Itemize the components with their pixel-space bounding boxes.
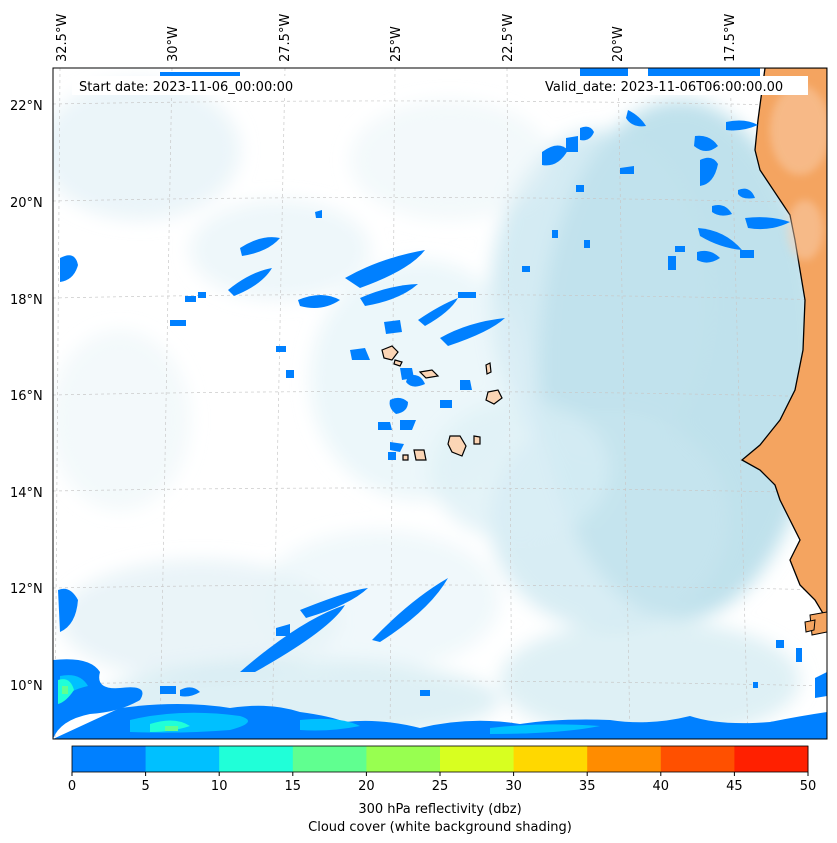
colorbar-tick-label: 30	[505, 779, 522, 794]
colorbar: 0 5 10 15 20 25 30 35 40 45 50 300 hPa reflectivit…	[68, 745, 816, 835]
start-date-box	[72, 76, 310, 95]
lon-label-30w: 30°W	[166, 26, 181, 62]
map-frame	[52, 67, 828, 740]
colorbar-segments	[72, 746, 809, 772]
colorbar-segment	[366, 746, 441, 772]
colorbar-tick-label: 5	[141, 779, 149, 794]
lon-label-32-5w: 32.5°W	[55, 14, 70, 62]
colorbar-tick-label: 20	[358, 779, 375, 794]
colorbar-segment	[219, 746, 294, 772]
longitude-labels: 32.5°W 30°W 27.5°W 25°W 22.5°W 20°W 17.5…	[55, 14, 738, 62]
colorbar-segment	[440, 746, 515, 772]
lat-label-14n: 14°N	[10, 486, 43, 501]
valid-date-box	[540, 76, 808, 95]
lat-label-22n: 22°N	[10, 99, 43, 114]
lat-label-20n: 20°N	[10, 196, 43, 211]
colorbar-tick-label: 35	[579, 779, 596, 794]
lon-label-20w: 20°W	[611, 26, 626, 62]
colorbar-segment	[587, 746, 662, 772]
colorbar-segment	[72, 746, 147, 772]
lat-label-16n: 16°N	[10, 389, 43, 404]
lon-label-17-5w: 17.5°W	[723, 14, 738, 62]
colorbar-sublabel: Cloud cover (white background shading)	[308, 820, 572, 835]
colorbar-ticks: 0 5 10 15 20 25 30 35 40 45 50	[68, 772, 816, 794]
colorbar-segment	[660, 746, 735, 772]
colorbar-segment	[292, 746, 367, 772]
lat-label-18n: 18°N	[10, 293, 43, 308]
colorbar-tick-label: 10	[211, 779, 228, 794]
colorbar-segment	[145, 746, 220, 772]
lat-label-12n: 12°N	[10, 582, 43, 597]
colorbar-segment	[734, 746, 809, 772]
cape-verde-islands	[381, 345, 503, 461]
colorbar-tick-label: 40	[653, 779, 670, 794]
colorbar-segment	[513, 746, 588, 772]
colorbar-tick-label: 0	[68, 779, 76, 794]
latitude-labels: 22°N 20°N 18°N 16°N 14°N 12°N 10°N	[10, 99, 43, 694]
lat-label-10n: 10°N	[10, 679, 43, 694]
map-gridlines	[53, 68, 827, 739]
colorbar-tick-label: 25	[432, 779, 449, 794]
lon-label-25w: 25°W	[389, 26, 404, 62]
colorbar-tick-label: 15	[285, 779, 302, 794]
reflectivity-echoes	[53, 68, 827, 739]
lon-label-22-5w: 22.5°W	[501, 14, 516, 62]
valid-date-label: Valid_date: 2023-11-06T06:00:00.00	[545, 80, 783, 95]
colorbar-label: 300 hPa reflectivity (dbz)	[358, 802, 521, 817]
land-inland-shading	[770, 85, 827, 260]
start-date-label: Start date: 2023-11-06_00:00:00	[79, 80, 293, 95]
colorbar-tick-label: 50	[800, 779, 817, 794]
colorbar-tick-label: 45	[726, 779, 743, 794]
reflectivity-echoes-green	[62, 686, 178, 731]
lon-label-27-5w: 27.5°W	[278, 14, 293, 62]
